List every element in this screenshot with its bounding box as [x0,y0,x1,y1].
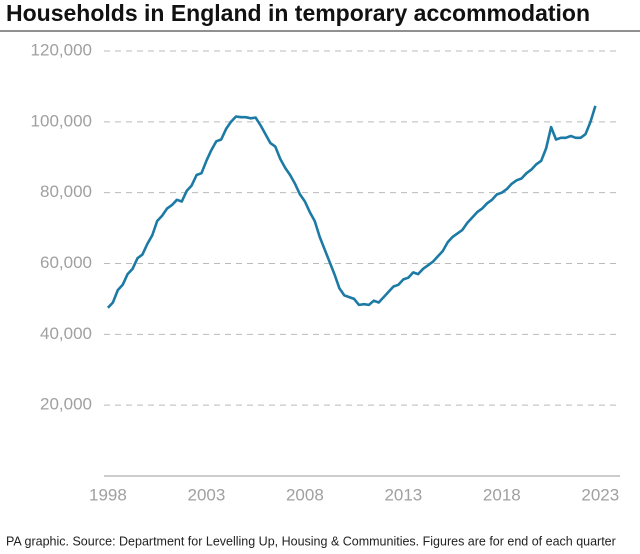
x-tick-label: 2008 [286,485,324,504]
x-tick-label: 1998 [89,485,127,504]
source-note: PA graphic. Source: Department for Level… [6,534,616,548]
chart-title: Households in England in temporary accom… [6,0,590,26]
x-tick-label: 2003 [187,485,225,504]
x-tick-label: 2018 [483,485,521,504]
y-tick-label: 60,000 [40,253,92,272]
x-tick-label: 2023 [581,485,619,504]
y-tick-label: 20,000 [40,395,92,414]
y-tick-label: 100,000 [31,111,92,130]
y-tick-label: 120,000 [31,40,92,59]
x-tick-label: 2013 [384,485,422,504]
y-tick-label: 40,000 [40,324,92,343]
data-line [106,105,597,309]
y-tick-label: 80,000 [40,182,92,201]
